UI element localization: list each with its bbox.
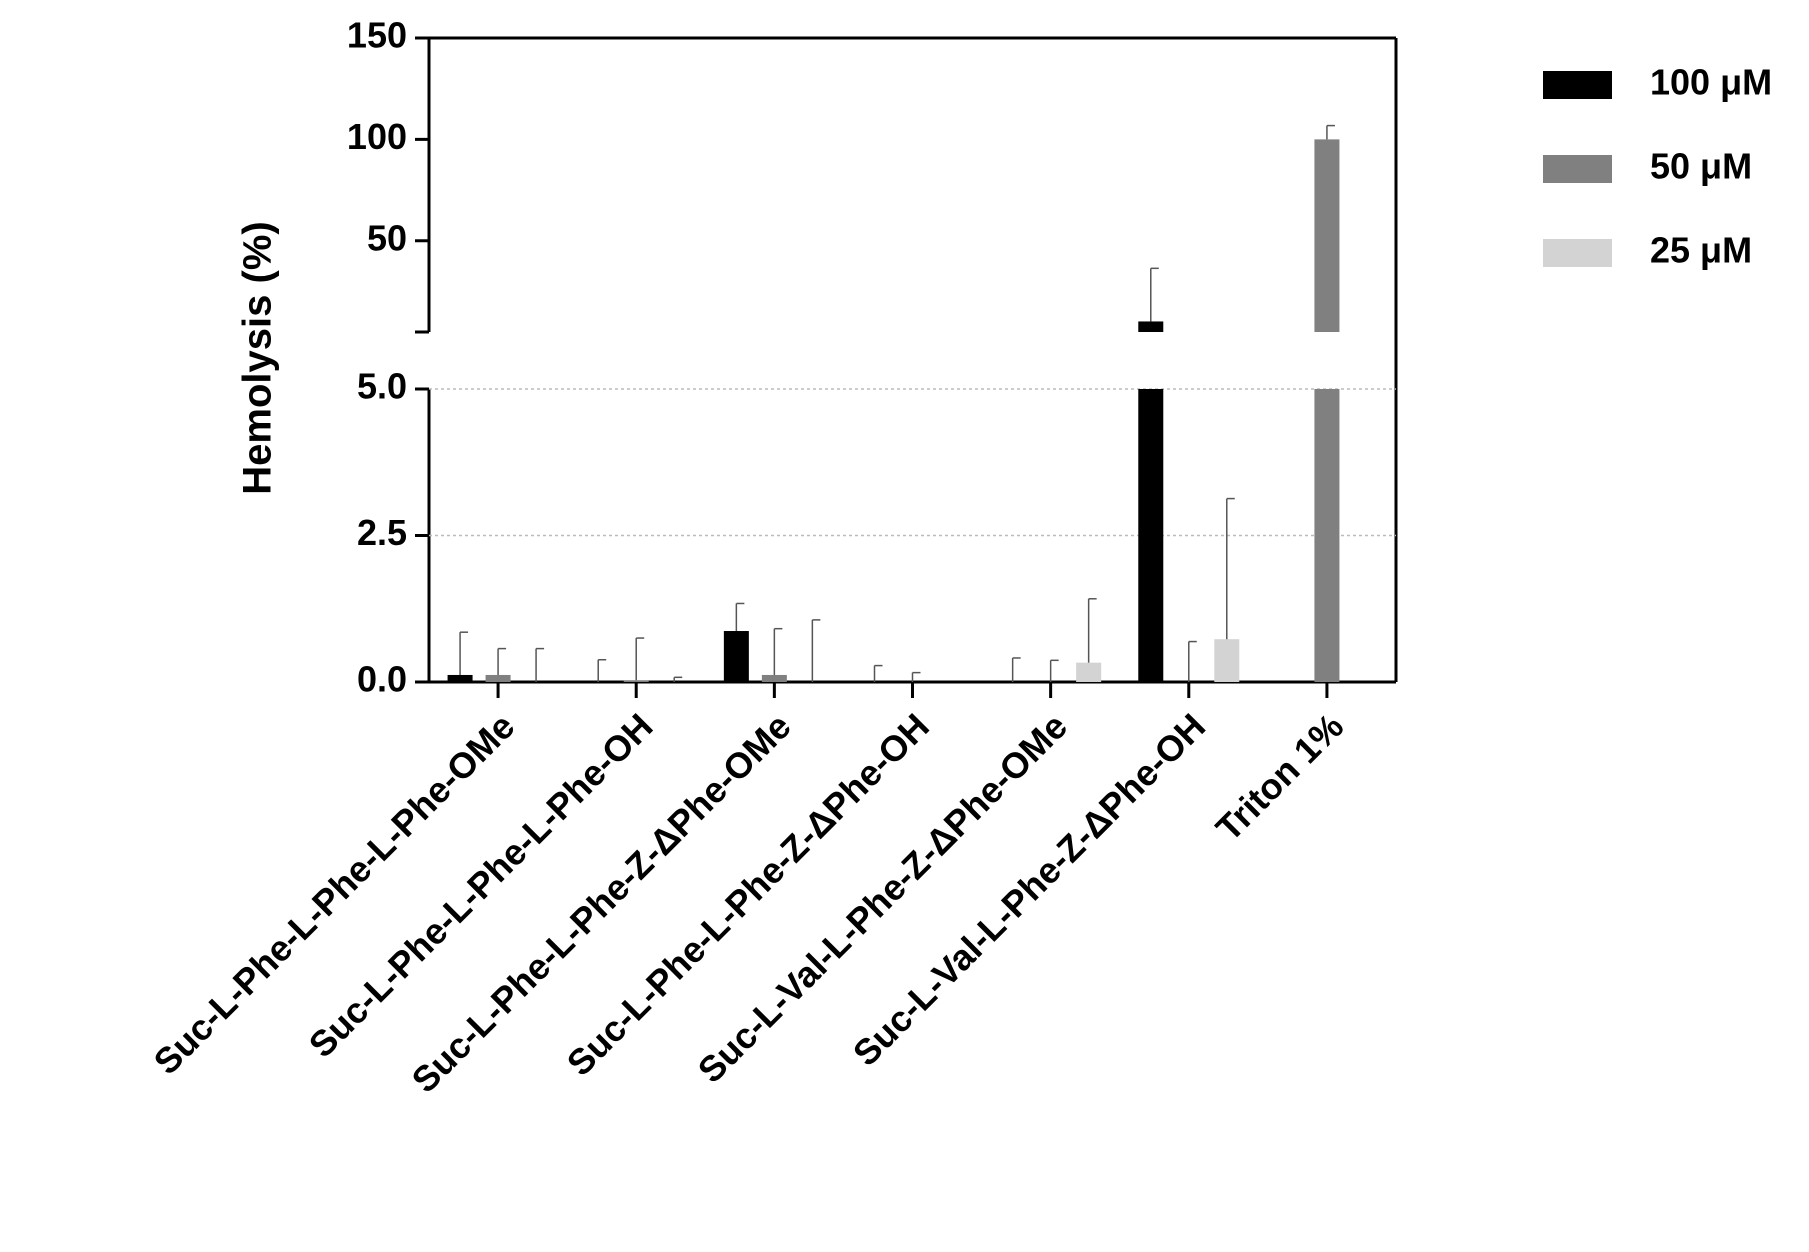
legend-swatch bbox=[1543, 71, 1612, 99]
legend-label: 50 μM bbox=[1650, 146, 1752, 187]
bar bbox=[447, 674, 473, 682]
bar bbox=[1314, 389, 1340, 682]
y-tick-label: 50 bbox=[367, 217, 407, 258]
y-tick-label: 2.5 bbox=[357, 512, 407, 553]
bar bbox=[1214, 639, 1240, 682]
bar bbox=[761, 674, 787, 682]
bar bbox=[1314, 139, 1340, 332]
y-tick-label: 5.0 bbox=[357, 366, 407, 407]
bar bbox=[1138, 389, 1164, 682]
bar bbox=[723, 631, 749, 682]
legend-swatch bbox=[1543, 155, 1612, 183]
bar bbox=[623, 680, 649, 682]
y-tick-label: 100 bbox=[347, 116, 407, 157]
y-tick-label: 0.0 bbox=[357, 659, 407, 700]
x-tick-label: Triton 1% bbox=[1208, 705, 1352, 849]
bar bbox=[1076, 662, 1102, 682]
y-axis-label: Hemolysis (%) bbox=[236, 221, 280, 494]
bar bbox=[485, 674, 511, 682]
y-tick-label: 150 bbox=[347, 15, 407, 56]
bar bbox=[1138, 321, 1164, 332]
legend-label: 25 μM bbox=[1650, 230, 1752, 271]
legend-swatch bbox=[1543, 239, 1612, 267]
legend-label: 100 μM bbox=[1650, 62, 1772, 103]
